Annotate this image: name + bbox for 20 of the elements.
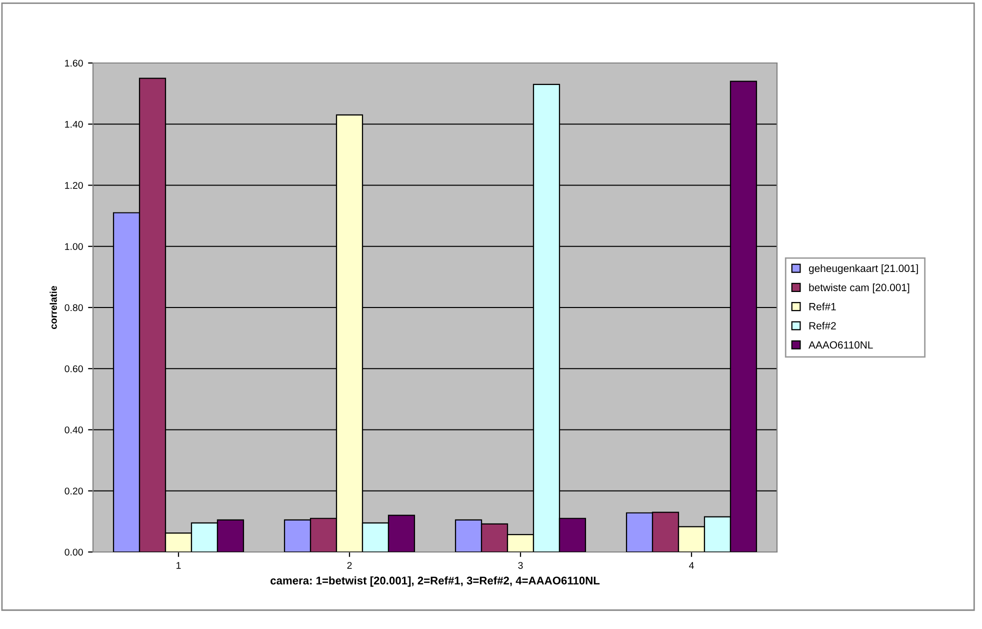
x-tick-label: 3	[518, 562, 523, 569]
legend-label: betwiste cam [20.001]	[809, 284, 910, 294]
y-tick-label: 0.00	[64, 548, 83, 556]
y-tick-label: 1.60	[65, 60, 83, 67]
y-tick-label: 0.80	[64, 304, 83, 312]
y-tick-label: 0.60	[64, 365, 83, 372]
y-tick-label: 1.40	[65, 120, 83, 128]
y-tick-label: 0.20	[64, 488, 83, 494]
legend-label: geheugenkaart [21.001]	[808, 264, 918, 274]
x-tick-label: 2	[347, 562, 352, 569]
legend-label: Ref#2	[809, 322, 836, 330]
legend-label: Ref#1	[809, 302, 836, 310]
y-tick-label: 1.20	[65, 182, 83, 189]
y-axis-title: correlatie	[50, 286, 57, 330]
x-axis-title: camera: 1=betwist [20.001], 2=Ref#1, 3=Ref#2, 4=AAAO6110NL	[270, 576, 600, 587]
y-tick-label: 1.00	[65, 243, 83, 250]
y-tick-label: 0.40	[64, 426, 83, 434]
x-tick-label: 4	[689, 562, 694, 569]
x-tick-label: 1	[176, 562, 181, 569]
legend-label: AAAO6110NL	[808, 341, 873, 349]
